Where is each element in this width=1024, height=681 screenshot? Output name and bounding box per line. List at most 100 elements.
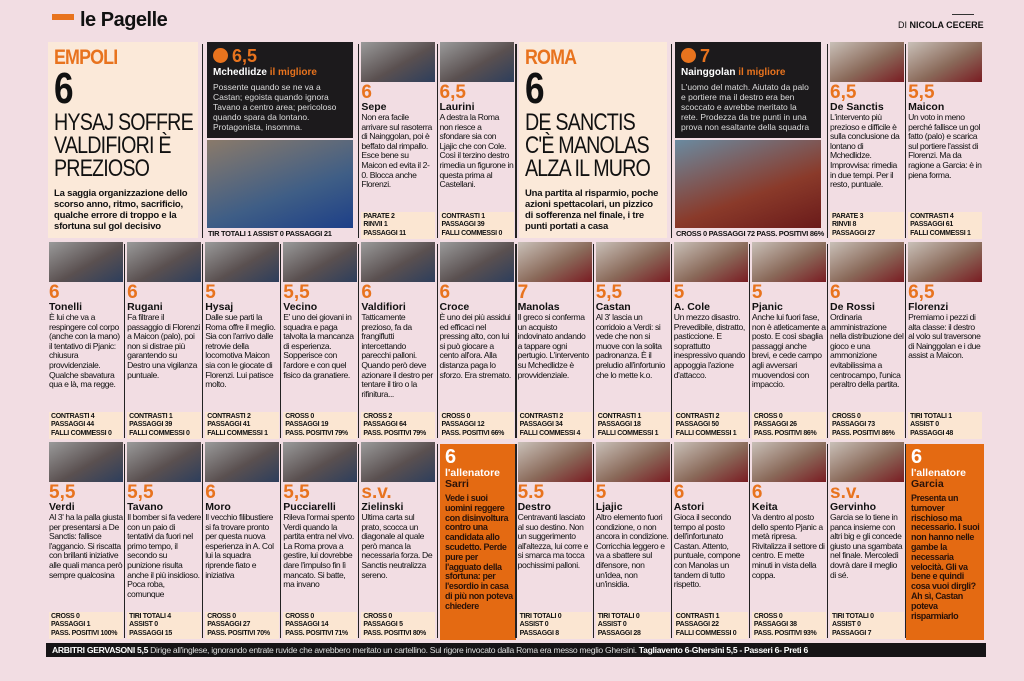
player-card: 5,5 Castan Al 3' lascia un corridoio a Ver… (595, 242, 670, 439)
stat-line: FALLI COMMESSI 0 (441, 229, 503, 237)
stat-line: PASS. POSITIVI 100% (51, 629, 118, 637)
player-rating: 6 (673, 482, 685, 503)
stat-line: ASSIST 0 (519, 621, 549, 629)
coach-label: l'allenatore (911, 467, 967, 479)
column-divider (905, 444, 907, 638)
lead-text: Una partita al risparmio, poche azioni s… (525, 188, 659, 232)
stat-line: PASSAGGI 38 (753, 621, 797, 629)
player-rating: 5,5 (283, 282, 310, 303)
column-divider (905, 44, 907, 238)
stat-line: PASSAGGI 22 (675, 621, 719, 629)
stat-line: CROSS 0 (207, 612, 236, 620)
player-rating: 6,5 (908, 282, 935, 303)
player-card: 5,5 Maicon Un voto in meno perché fallisce… (908, 42, 983, 239)
player-name: Pucciarelli (283, 501, 336, 513)
best-tag: il migliore (738, 67, 786, 78)
stat-line: PASSAGGI 15 (129, 629, 172, 637)
stat-line: CONTRASTI 2 (519, 412, 564, 420)
player-rating: 5 (673, 282, 685, 303)
player-rating: 5,5 (49, 482, 76, 503)
player-rating: 6 (751, 482, 763, 503)
player-name: Florenzi (908, 301, 949, 313)
player-comment: Va dentro al posto dello spento Pjanic a… (751, 512, 825, 580)
player-stats: PARATE 2 RINVII 1 PASSAGGI 11 (361, 211, 436, 239)
player-rating: 6 (830, 282, 841, 303)
stat-line: PASSAGGI 73 (832, 421, 875, 429)
player-card: 6 Sepe Non era facile arrivare sul rasoter… (361, 42, 436, 239)
player-stats: CONTRASTI 1 PASSAGGI 39 FALLI COMMESSI 0 (439, 211, 514, 239)
player-comment: Garcia se lo tiene in panca insieme con … (830, 512, 903, 580)
player-comment: Premiamo i pezzi di alta classe: il dest… (908, 312, 981, 361)
stat-line: PASS. POSITIVI 79% (363, 429, 426, 437)
stat-line: PASS. POSITIVI 70% (207, 629, 270, 637)
player-name: Laurini (439, 101, 475, 113)
player-rating: 5.5 (517, 482, 545, 503)
player-name: Manolas (517, 301, 560, 313)
coach-grade: 6 (911, 446, 923, 468)
stat-line: CONTRASTI 1 (129, 412, 173, 420)
column-divider (670, 44, 672, 238)
column-divider (827, 44, 828, 238)
team-grade: 6 (54, 64, 74, 113)
player-card: 5 Hysaj Dalle sue parti la Roma offre il m… (205, 242, 280, 439)
stat-line: CROSS 0 (832, 412, 861, 420)
team-name: ROMA (525, 46, 577, 69)
player-stats: CONTRASTI 2 PASSAGGI 41 FALLI COMMESSI 1 (205, 411, 280, 439)
stat-line: CROSS 0 (441, 412, 471, 420)
stat-line: CROSS 0 (51, 612, 80, 620)
player-photo (751, 442, 826, 482)
stat-line: PASSAGGI 48 (910, 429, 953, 437)
player-photo (439, 42, 514, 82)
stat-line: PASSAGGI 7 (832, 629, 872, 637)
player-name: Castan (595, 301, 631, 313)
player-comment: Un voto in meno perché fallisce un gol f… (908, 112, 982, 180)
stat-line: FALLI COMMESSI 4 (519, 429, 581, 437)
player-comment: È lui che va a respingere col corpo (anc… (49, 312, 120, 390)
player-name: De Sanctis (830, 101, 884, 113)
stat-line: PASS. POSITIVI 93% (753, 629, 817, 637)
stat-line: ASSIST 0 (597, 621, 627, 629)
player-rating: 6 (439, 282, 451, 303)
player-stats: CROSS 0 PASSAGGI 38 PASS. POSITIVI 93% (751, 611, 826, 639)
player-stats: CROSS 0 PASSAGGI 14 PASS. POSITIVI 71% (283, 611, 358, 639)
player-photo (49, 442, 123, 482)
mchedlidze-photo (207, 140, 353, 228)
player-comment: Centravanti lasciato al suo destino. Non… (517, 512, 589, 570)
column-divider (514, 244, 517, 438)
player-name: Sepe (361, 101, 387, 113)
stat-line: PASS. POSITIVI 79% (285, 429, 348, 437)
stat-line: TIRI TOTALI 1 (910, 412, 952, 420)
stat-line: CONTRASTI 1 (675, 612, 720, 620)
player-name: Vecino (283, 301, 318, 313)
player-card: 6 Moro Il vecchio filibustiere si fa trova… (205, 442, 280, 639)
player-comment: Dalle sue parti la Roma offre il meglio.… (205, 312, 276, 390)
stat-line: CROSS 0 (753, 612, 783, 620)
player-comment: Rileva l'ormai spento Verdi quando la pa… (283, 512, 355, 590)
stat-line: RINVII 8 (832, 221, 857, 229)
assistants-grades: Tagliavento 6-Ghersini 5,5 - Passeri 6- … (638, 645, 808, 655)
stat-line: PASSAGGI 50 (675, 421, 719, 429)
ball-icon (213, 48, 228, 63)
player-card: 6,5 Laurini A destra la Roma non riesce a … (439, 42, 514, 239)
column-divider (436, 244, 438, 438)
stat-line: FALLI COMMESSI 0 (129, 429, 190, 437)
player-card: 5,5 Verdi Al 3' ha la palla giusta per pre… (49, 442, 123, 639)
empoli-coach: 6 l'allenatore Sarri Vede i suoi uomini … (440, 444, 516, 640)
best-name: Nainggolan (681, 67, 736, 78)
stat-line: CONTRASTI 1 (597, 412, 642, 420)
page-title: le Pagelle (80, 9, 168, 31)
stat-line: PASSAGGI 26 (753, 421, 797, 429)
stat-line: CROSS 0 (285, 412, 314, 420)
empoli-summary: EMPOLI 6 HYSAJ SOFFRE VALDIFIORI È PREZI… (48, 42, 198, 238)
player-name: Tonelli (49, 301, 83, 313)
player-photo (361, 242, 436, 282)
team-grade: 6 (525, 64, 545, 113)
player-stats: TIRI TOTALI 1 ASSIST 0 PASSAGGI 48 (908, 411, 983, 439)
stat-line: PASSAGGI 8 (519, 629, 560, 637)
coach-name: Sarri (445, 478, 469, 490)
stat-line: PASSAGGI 27 (207, 621, 251, 629)
stat-line: ASSIST 0 (910, 421, 939, 429)
player-stats: CONTRASTI 1 PASSAGGI 22 FALLI COMMESSI 0 (673, 611, 748, 639)
column-divider (358, 244, 360, 438)
stat-line: PASSAGGI 14 (285, 621, 329, 629)
